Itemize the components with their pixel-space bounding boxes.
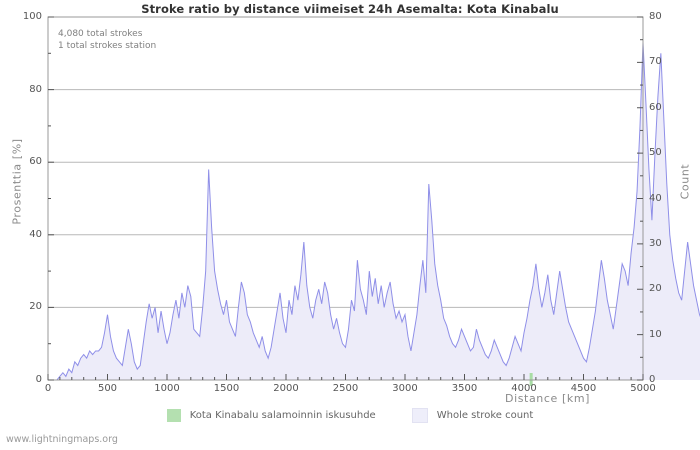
- y-tick-left-60: 60: [29, 156, 42, 168]
- x-tick-2500: 2500: [332, 383, 359, 394]
- x-tick-500: 500: [97, 383, 118, 394]
- annotation-total-strokes: 4,080 total strokes: [58, 29, 143, 39]
- y-tick-right-50: 50: [649, 147, 662, 159]
- y-tick-right-40: 40: [649, 192, 662, 204]
- y-tick-left-0: 0: [35, 374, 42, 385]
- x-tick-2000: 2000: [273, 383, 299, 394]
- x-tick-5000: 5000: [630, 383, 656, 394]
- chart-legend: Kota Kinabalu salamoinnin iskusuhde Whol…: [0, 408, 700, 423]
- legend-label-station-ratio: Kota Kinabalu salamoinnin iskusuhde: [189, 410, 376, 421]
- legend-label-whole-stroke-count: Whole stroke count: [436, 410, 534, 421]
- y-tick-right-20: 20: [649, 283, 662, 295]
- annotation-total-stations: 1 total strokes station: [58, 41, 157, 51]
- y-tick-right-30: 30: [649, 237, 662, 249]
- chart-title: Stroke ratio by distance viimeiset 24h A…: [141, 2, 559, 16]
- legend-swatch-station-ratio: [166, 409, 181, 422]
- y-tick-right-70: 70: [649, 56, 662, 68]
- y-tick-left-20: 20: [29, 301, 42, 313]
- chart-annotations: 4,080 total strokes 1 total strokes stat…: [58, 28, 156, 52]
- x-tick-3500: 3500: [451, 383, 478, 394]
- x-tick-1500: 1500: [213, 383, 240, 394]
- x-tick-1000: 1000: [154, 383, 180, 394]
- y-tick-right-10: 10: [649, 328, 662, 340]
- y-tick-left-80: 80: [29, 83, 42, 95]
- legend-swatch-whole-stroke-count: [411, 408, 428, 423]
- x-axis-label: Distance [km]: [505, 392, 591, 405]
- legend-entry-whole-stroke-count: Whole stroke count: [411, 408, 534, 423]
- x-tick-0: 0: [44, 383, 52, 394]
- y-tick-right-60: 60: [649, 101, 662, 113]
- x-tick-4500: 4500: [570, 383, 597, 394]
- x-tick-4000: 4000: [511, 383, 537, 394]
- y-tick-left-100: 100: [22, 11, 42, 22]
- x-tick-3000: 3000: [392, 383, 418, 394]
- site-footer: www.lightningmaps.org: [6, 434, 118, 445]
- y-tick-right-0: 0: [649, 374, 656, 385]
- y-tick-right-80: 80: [649, 11, 662, 22]
- legend-entry-station-ratio: Kota Kinabalu salamoinnin iskusuhde: [166, 409, 376, 422]
- y-tick-left-40: 40: [29, 228, 42, 240]
- y-axis-label-left: Prosenttia [%]: [10, 138, 24, 225]
